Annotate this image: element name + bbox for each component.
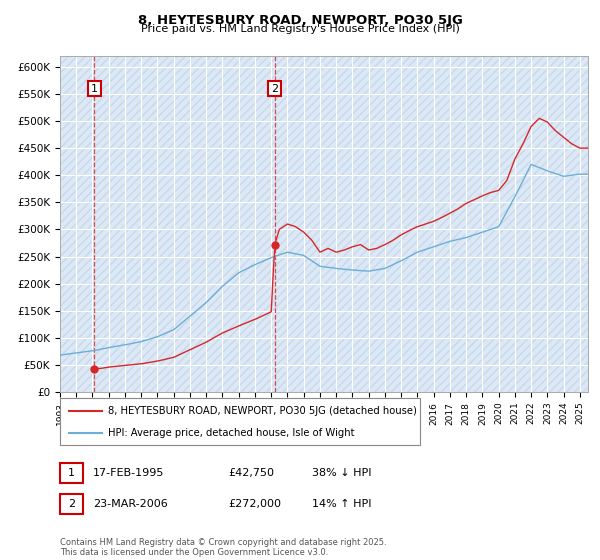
Text: 8, HEYTESBURY ROAD, NEWPORT, PO30 5JG: 8, HEYTESBURY ROAD, NEWPORT, PO30 5JG <box>137 14 463 27</box>
Text: 1: 1 <box>68 468 75 478</box>
Text: 2: 2 <box>68 499 75 509</box>
Text: Contains HM Land Registry data © Crown copyright and database right 2025.
This d: Contains HM Land Registry data © Crown c… <box>60 538 386 557</box>
Text: 14% ↑ HPI: 14% ↑ HPI <box>312 499 371 509</box>
Text: 38% ↓ HPI: 38% ↓ HPI <box>312 468 371 478</box>
Text: 2: 2 <box>271 83 278 94</box>
Text: 1: 1 <box>91 83 98 94</box>
Text: 8, HEYTESBURY ROAD, NEWPORT, PO30 5JG (detached house): 8, HEYTESBURY ROAD, NEWPORT, PO30 5JG (d… <box>108 406 417 416</box>
Text: Price paid vs. HM Land Registry's House Price Index (HPI): Price paid vs. HM Land Registry's House … <box>140 24 460 34</box>
Text: 23-MAR-2006: 23-MAR-2006 <box>93 499 168 509</box>
Text: 17-FEB-1995: 17-FEB-1995 <box>93 468 164 478</box>
Text: HPI: Average price, detached house, Isle of Wight: HPI: Average price, detached house, Isle… <box>108 428 355 438</box>
Text: £42,750: £42,750 <box>228 468 274 478</box>
Text: £272,000: £272,000 <box>228 499 281 509</box>
